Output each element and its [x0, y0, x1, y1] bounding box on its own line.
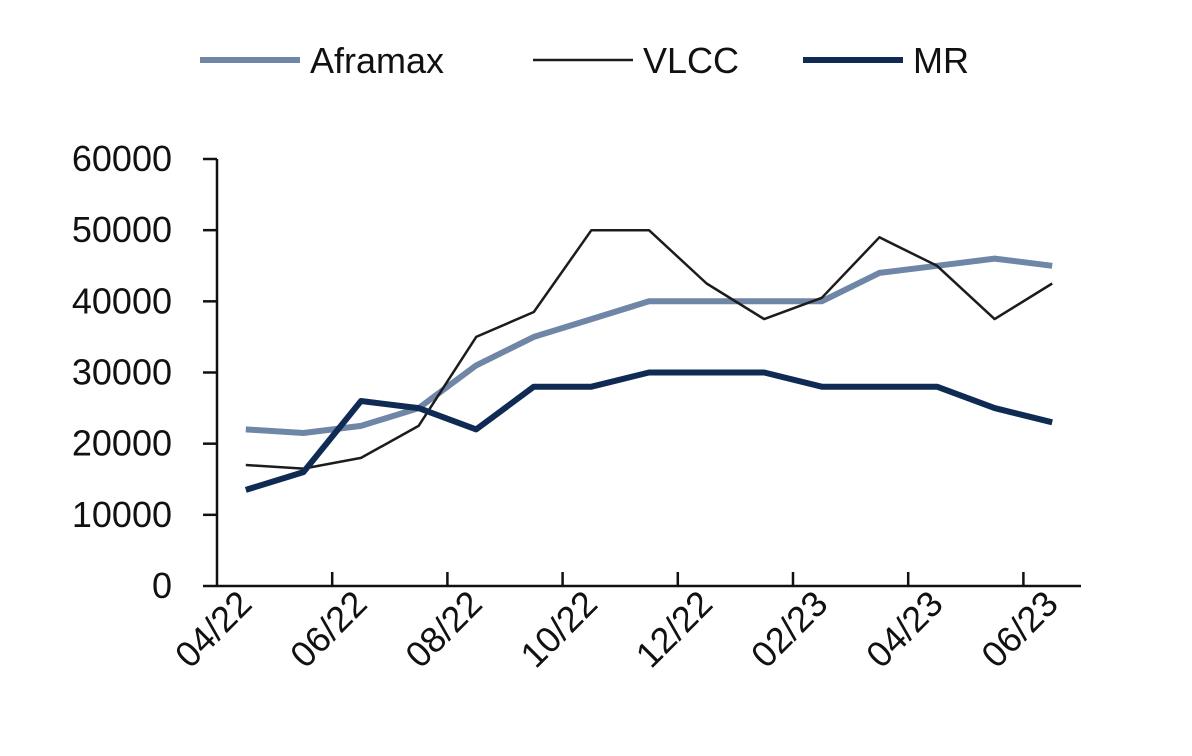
legend-label-mr: MR [913, 40, 969, 81]
series-lines [244, 228, 1053, 493]
x-tick-label: 08/22 [397, 583, 490, 676]
x-tick-label: 02/23 [743, 583, 836, 676]
y-tick-label: 10000 [72, 494, 172, 535]
legend-label-aframax: Aframax [310, 40, 444, 81]
x-tick-label: 10/22 [512, 583, 605, 676]
y-tick-label: 60000 [72, 138, 172, 179]
y-tick-label: 30000 [72, 352, 172, 393]
x-tick-label: 12/22 [628, 583, 721, 676]
series-line-mr [244, 369, 1053, 493]
series-line-vlcc [245, 228, 1053, 470]
x-tick-label: 04/23 [858, 583, 951, 676]
y-tick-label: 50000 [72, 209, 172, 250]
series-line-aframax [245, 255, 1053, 436]
legend: Aframax VLCC MR [200, 40, 969, 81]
legend-label-vlcc: VLCC [643, 40, 739, 81]
x-tick-label: 06/22 [282, 583, 375, 676]
y-tick-label: 0 [152, 565, 172, 606]
x-tick-label: 04/22 [167, 583, 260, 676]
y-tick-label: 20000 [72, 423, 172, 464]
x-tick-label: 06/23 [973, 583, 1066, 676]
y-tick-label: 40000 [72, 280, 172, 321]
